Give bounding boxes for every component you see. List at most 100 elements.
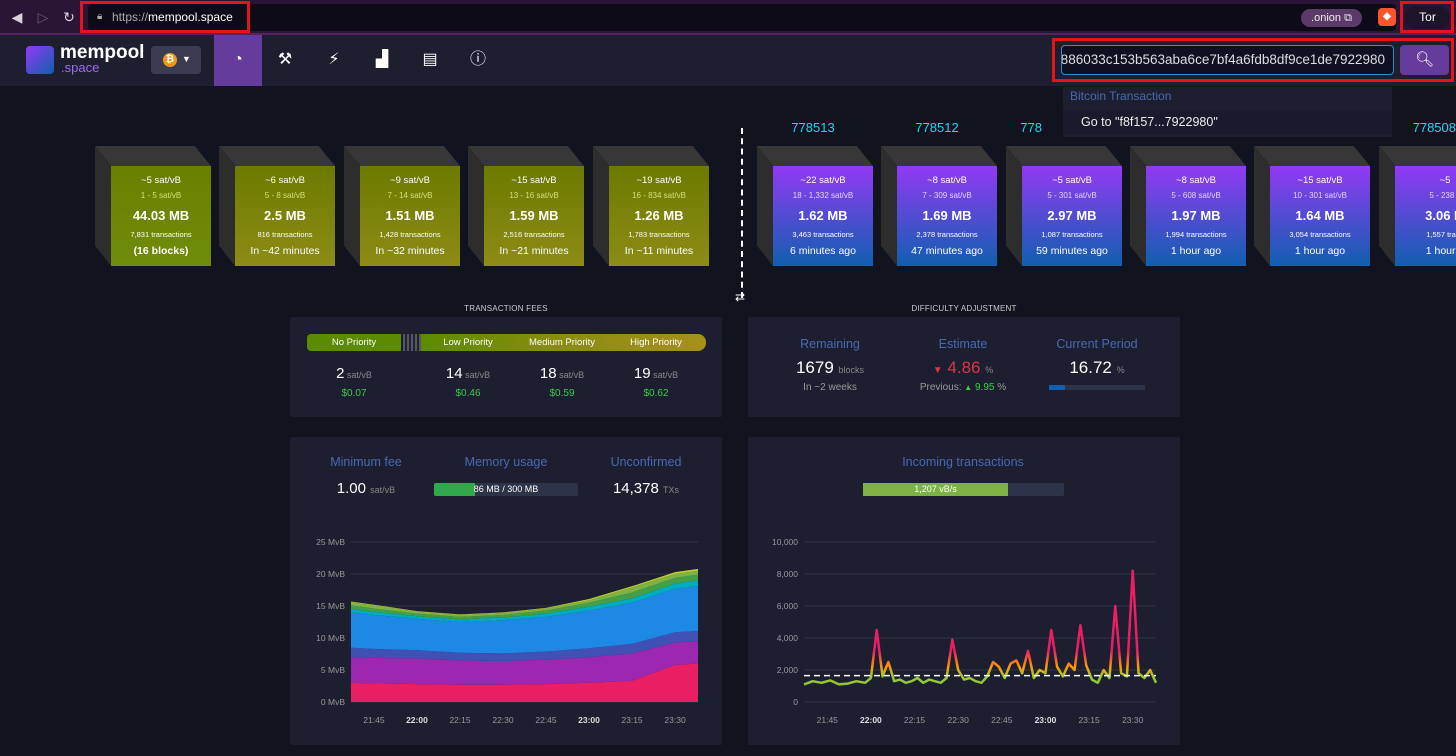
fee-value: 2 sat/vB	[307, 365, 401, 382]
logo-subtext[interactable]: .space	[61, 60, 100, 75]
url-host: mempool.space	[148, 10, 233, 24]
unconfirmed-value: 14,378 TXs	[571, 480, 721, 497]
reload-icon[interactable]: ↻	[63, 9, 75, 25]
estimate-number: 4.86	[947, 358, 981, 377]
block-time-ago: 47 minutes ago	[911, 245, 983, 257]
fee-number: 14	[445, 365, 463, 382]
block-median-fee: ~22 sat/vB	[800, 175, 846, 186]
block-height-link[interactable]: 778	[1020, 120, 1042, 135]
block-height-link[interactable]: 778512	[915, 120, 959, 135]
block-median-fee: ~5	[1439, 175, 1451, 186]
block-side	[1006, 146, 1022, 266]
y-tick-label: 4,000	[777, 633, 799, 643]
mined-block[interactable]: ~5 sat/vB 5 - 301 sat/vB 2.97 MB 1,087 tran…	[1006, 146, 1122, 266]
block-size: 1.59 MB	[509, 208, 559, 223]
remaining-label: Remaining	[800, 337, 860, 351]
block-height-link[interactable]: 778508	[1412, 120, 1456, 135]
pending-block[interactable]: ~6 sat/vB 5 - 8 sat/vB 2.5 MB 816 transacti…	[219, 146, 335, 266]
pending-block[interactable]: ~9 sat/vB 7 - 14 sat/vB 1.51 MB 1,428 trans…	[344, 146, 460, 266]
y-tick-label: 15 MvB	[316, 601, 345, 611]
fees-caption: TRANSACTION FEES	[464, 304, 548, 313]
pending-block[interactable]: ~15 sat/vB 13 - 16 sat/vB 1.59 MB 2,516 tra…	[468, 146, 584, 266]
min-fee-unit: sat/vB	[370, 485, 396, 495]
onion-available-button[interactable]: .onion ⧉	[1301, 9, 1362, 27]
onion-label: .onion	[1311, 12, 1342, 24]
mempool-logo-icon[interactable]	[26, 46, 54, 74]
mined-block[interactable]: ~8 sat/vB 5 - 608 sat/vB 1.97 MB 1,994 tran…	[1130, 146, 1246, 266]
incoming-rate-text: 1,207 vB/s	[914, 484, 957, 494]
mining-hammer-icon[interactable]: ⚒	[277, 51, 293, 68]
block-top	[1006, 146, 1122, 166]
memory-label: Memory usage	[464, 455, 548, 469]
x-tick-label: 22:45	[991, 715, 1013, 725]
fee-value: 19 sat/vB	[609, 365, 703, 382]
memory-text: 86 MB / 300 MB	[473, 484, 539, 494]
mined-block[interactable]: ~22 sat/vB 18 - 1,332 sat/vB 1.62 MB 3,463 …	[757, 146, 873, 266]
block-top	[881, 146, 997, 166]
incoming-bar-fill	[863, 483, 1008, 496]
graphs-icon[interactable]: ▟	[375, 51, 389, 68]
block-size: 3.06 M	[1425, 208, 1456, 223]
mined-block[interactable]: ~15 sat/vB 10 - 301 sat/vB 1.64 MB 3,054 tr…	[1254, 146, 1370, 266]
pending-block[interactable]: ~19 sat/vB 16 - 834 sat/vB 1.26 MB 1,783 tr…	[593, 146, 709, 266]
docs-book-icon[interactable]: ▤	[422, 51, 438, 68]
search-button[interactable]: 🔍︎	[1400, 45, 1449, 75]
mined-block[interactable]: ~8 sat/vB 7 - 309 sat/vB 1.69 MB 2,378 tran…	[881, 146, 997, 266]
block-tx-count: 1,557 trans	[1426, 230, 1456, 239]
address-bar[interactable]	[88, 4, 1396, 31]
x-tick-label: 22:00	[406, 715, 428, 725]
block-top	[219, 146, 335, 166]
remaining-unit: blocks	[838, 365, 865, 375]
search-input[interactable]: 0886033c153b563aba6ce7bf4a6fdb8df9ce1de7…	[1061, 45, 1394, 75]
tor-button[interactable]: Tor	[1405, 6, 1450, 29]
block-tx-count: 2,378 transactions	[916, 230, 978, 239]
block-height-link[interactable]: 778513	[791, 120, 835, 135]
dropdown-item-goto-tx[interactable]: Go to "f8f157...7922980"	[1063, 110, 1392, 135]
area-series	[351, 641, 698, 685]
swap-arrows-icon[interactable]: ⇄	[735, 290, 746, 304]
url-prefix: https://	[112, 10, 149, 24]
block-tx-count: 1,428 transactions	[379, 230, 441, 239]
dashboard-gauge-icon[interactable]: ◔	[233, 51, 243, 68]
block-side	[1130, 146, 1146, 266]
block-fee-range: 7 - 14 sat/vB	[387, 191, 433, 200]
lightning-icon[interactable]: ⚡︎	[328, 51, 340, 68]
url-text[interactable]: https://mempool.space	[112, 10, 233, 24]
block-top	[344, 146, 460, 166]
about-info-icon[interactable]: ⓘ	[469, 51, 486, 68]
area-series	[351, 580, 698, 622]
y-tick-label: 25 MvB	[316, 537, 345, 547]
block-side	[95, 146, 111, 266]
brave-shields-icon[interactable]: ◆	[1378, 8, 1396, 26]
mined-block[interactable]: ~5 5 - 238 s 3.06 M 1,557 trans 1 hour a	[1379, 146, 1456, 266]
block-fee-range: 10 - 301 sat/vB	[1293, 191, 1347, 200]
block-face	[235, 166, 335, 266]
block-fee-range: 5 - 301 sat/vB	[1047, 191, 1097, 200]
lock-icon: 🔒︎	[97, 11, 103, 22]
y-tick-label: 10,000	[772, 537, 798, 547]
min-fee-label: Minimum fee	[330, 455, 402, 469]
highlight-box-search	[1052, 38, 1454, 82]
block-tx-count: 3,054 transactions	[1289, 230, 1351, 239]
period-value: 16.72 %	[1032, 358, 1162, 378]
block-time-ago: 59 minutes ago	[1036, 245, 1108, 257]
pending-block[interactable]: ~5 sat/vB 1 - 5 sat/vB 44.03 MB 7,831 trans…	[95, 146, 211, 266]
block-top	[593, 146, 709, 166]
remaining-number: 1679	[795, 358, 834, 377]
y-tick-label: 5 MvB	[321, 665, 345, 675]
area-series	[351, 663, 698, 702]
block-size: 2.5 MB	[264, 208, 306, 223]
tab-dashboard[interactable]	[214, 35, 262, 86]
bitcoin-icon: ₿	[163, 53, 177, 67]
block-size: 1.64 MB	[1295, 208, 1345, 223]
forward-icon[interactable]: ▷	[37, 9, 49, 25]
fee-unit: sat/vB	[650, 370, 679, 380]
block-time-ago: 1 hour a	[1425, 245, 1456, 257]
block-face	[484, 166, 584, 266]
fee-label-high: High Priority	[630, 337, 682, 348]
logo-text[interactable]: mempool	[60, 42, 145, 63]
difficulty-card	[748, 317, 1180, 417]
fee-label-medium: Medium Priority	[529, 337, 595, 348]
back-icon[interactable]: ◀	[11, 9, 23, 25]
dropdown-header: Bitcoin Transaction	[1070, 89, 1172, 103]
